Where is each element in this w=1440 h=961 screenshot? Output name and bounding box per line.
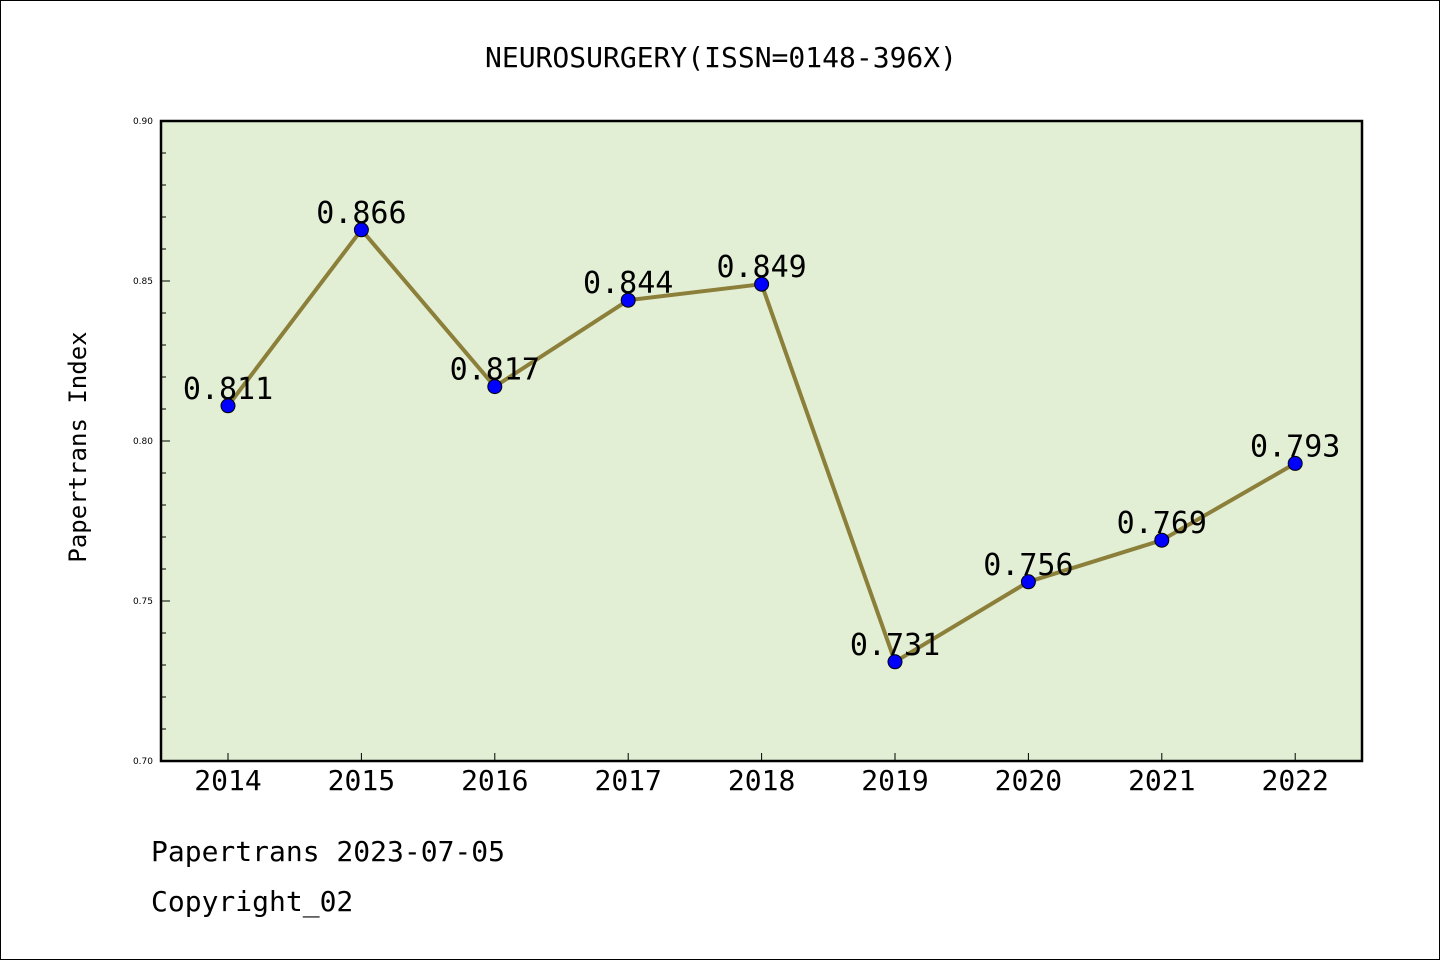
y-axis: 0.70 0.75 0.80 0.85 0.90	[133, 117, 170, 767]
data-label: 0.811	[183, 372, 273, 407]
data-label: 0.793	[1250, 429, 1340, 464]
data-labels: 0.811 0.866 0.817 0.844 0.849 0.731 0.756 0.769…	[183, 196, 1341, 663]
data-label: 0.844	[583, 266, 673, 301]
data-label: 0.756	[983, 548, 1073, 583]
series-markers	[220, 222, 1303, 670]
data-point	[487, 379, 503, 395]
y-tick-label: 0.80	[133, 437, 153, 447]
data-point	[353, 222, 369, 238]
x-tick-label: 2022	[1261, 764, 1328, 797]
x-tick-label: 2018	[728, 764, 795, 797]
data-point	[620, 292, 636, 308]
y-tick-label: 0.70	[133, 757, 153, 767]
data-label: 0.769	[1117, 506, 1207, 541]
data-point	[1020, 574, 1036, 590]
y-tick-label: 0.75	[133, 597, 153, 607]
data-point	[1154, 532, 1170, 548]
x-tick-label: 2019	[861, 764, 928, 797]
data-point	[754, 276, 770, 292]
footer-copyright: Copyright_02	[151, 885, 354, 918]
x-tick-label: 2017	[594, 764, 661, 797]
data-label: 0.731	[850, 628, 940, 663]
footer-date: Papertrans 2023-07-05	[151, 835, 506, 868]
data-point	[1287, 455, 1303, 471]
x-axis: 2014 2015 2016 2017 2018 2019 2020 2021 2022	[194, 753, 1329, 797]
x-tick-label: 2020	[995, 764, 1062, 797]
y-tick-label: 0.90	[133, 117, 153, 127]
data-point	[887, 654, 903, 670]
x-tick-label: 2021	[1128, 764, 1195, 797]
y-tick-label: 0.85	[133, 277, 153, 287]
x-tick-label: 2015	[328, 764, 395, 797]
data-label: 0.849	[716, 250, 806, 285]
x-tick-label: 2016	[461, 764, 528, 797]
chart-title: NEUROSURGERY(ISSN=0148-396X)	[485, 41, 957, 74]
x-tick-label: 2014	[194, 764, 261, 797]
y-axis-label: Papertrans Index	[64, 331, 92, 562]
data-point	[220, 398, 236, 414]
data-label: 0.866	[316, 196, 406, 231]
data-label: 0.817	[450, 353, 540, 388]
